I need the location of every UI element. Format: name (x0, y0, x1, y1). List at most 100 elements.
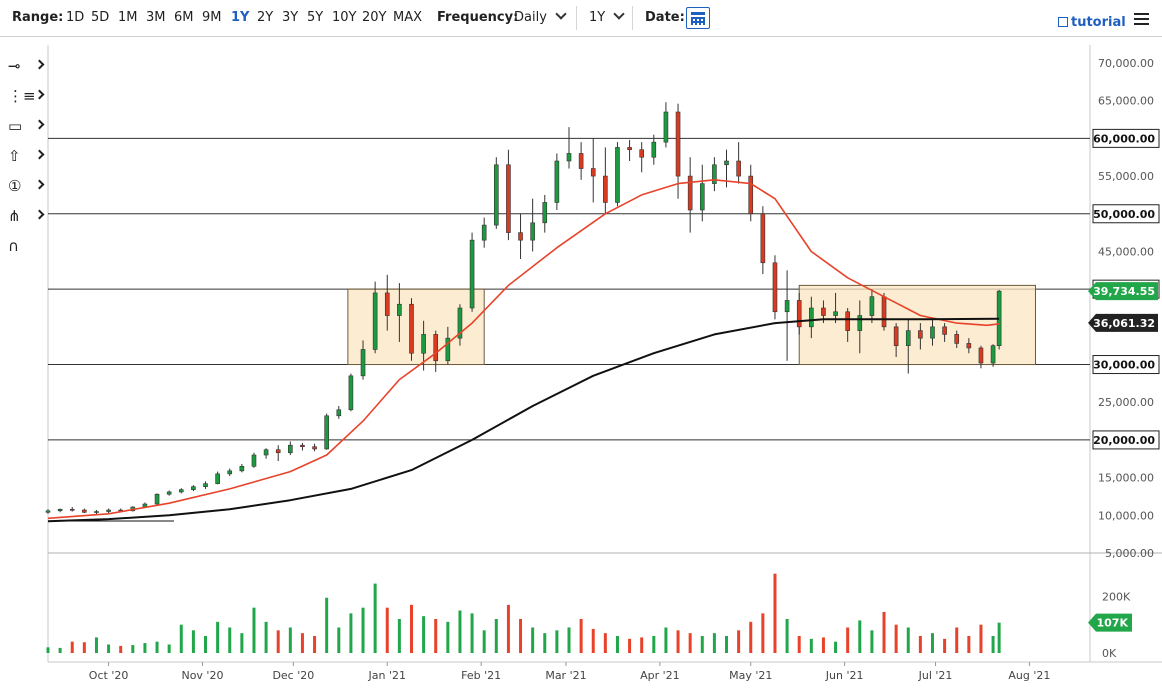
period-value: 1Y (589, 10, 606, 25)
range-button-6m[interactable]: 6M (174, 10, 194, 25)
level-price-label-box (1092, 355, 1160, 375)
candle-body (615, 147, 620, 203)
range-button-1m[interactable]: 1M (118, 10, 138, 25)
volume-bar (482, 630, 486, 653)
chevron-down-icon (555, 8, 567, 20)
rectangle-tool-button[interactable]: ▭ (6, 115, 46, 139)
range-button-3m[interactable]: 3M (146, 10, 166, 25)
volume-bar (506, 604, 510, 653)
volume-bar (640, 637, 644, 653)
candle-body (578, 153, 584, 169)
period-select[interactable]: 1Y (589, 8, 625, 25)
range-label: Range: (12, 10, 64, 25)
candle-body (918, 330, 923, 339)
candle-body (421, 334, 426, 354)
range-button-5d[interactable]: 5D (91, 10, 110, 25)
candle-body (312, 446, 317, 450)
magnet-tool-icon: ∩ (8, 237, 19, 255)
lines-tool-icon: ⋮≡ (8, 87, 36, 105)
volume-bar (579, 619, 583, 653)
range-button-10y[interactable]: 10Y (332, 10, 357, 25)
candle-body (796, 300, 802, 328)
chevron-down-icon (613, 8, 625, 20)
tutorial-link[interactable]: tutorial (1058, 15, 1126, 30)
frequency-value: Daily (514, 10, 547, 25)
candle-body (845, 311, 850, 331)
candle-body (57, 508, 63, 512)
volume-bar (422, 616, 426, 653)
volume-bar (494, 619, 498, 653)
candle-body (869, 296, 875, 316)
level-price-label: 60,000.00 (1093, 132, 1155, 145)
hamburger-menu-icon[interactable] (1134, 13, 1149, 25)
candle-body (324, 415, 329, 450)
candle-body (215, 473, 220, 484)
volume-bar (300, 633, 304, 653)
candle-body (494, 164, 499, 226)
candle-body (821, 307, 826, 316)
candle-body (178, 489, 184, 493)
range-button-2y[interactable]: 2Y (257, 10, 274, 25)
y-axis-tick-label: 15,000.00 (1098, 472, 1154, 485)
range-button-1y[interactable]: 1Y (231, 10, 250, 25)
calendar-icon[interactable] (686, 7, 710, 29)
candle-body (699, 183, 705, 211)
volume-bar (797, 636, 801, 653)
crosshair-tool-button[interactable]: ⊸ (6, 55, 46, 79)
frequency-select[interactable]: Daily (514, 8, 567, 25)
counter-tool-button[interactable]: ① (6, 175, 46, 199)
volume-bar (167, 644, 171, 653)
range-button-5y[interactable]: 5Y (307, 10, 324, 25)
volume-bar (82, 642, 86, 653)
candle-body (288, 444, 293, 454)
candle-body (239, 466, 245, 472)
price-chart[interactable]: 70,000.0065,000.0055,000.0045,000.0035,0… (0, 36, 1162, 696)
consolidation-box (347, 288, 485, 366)
y-axis-tick-label: 65,000.00 (1098, 95, 1154, 108)
volume-bar (240, 633, 244, 653)
volume-bar (288, 627, 292, 653)
volume-bar (446, 621, 450, 653)
volume-bar (591, 628, 595, 653)
frequency-label: Frequency: (437, 10, 519, 25)
lines-tool-button[interactable]: ⋮≡ (6, 85, 46, 109)
x-axis-tick-label: Oct '20 (89, 669, 129, 682)
price-tag: 36,061.32 (1093, 317, 1155, 330)
candle-body (930, 326, 935, 339)
range-button-1d[interactable]: 1D (66, 10, 85, 25)
range-button-max[interactable]: MAX (393, 10, 423, 25)
volume-bar (997, 622, 1001, 653)
arrow-up-tool-button[interactable]: ⇧ (6, 145, 46, 169)
level-price-label: 30,000.00 (1093, 359, 1155, 372)
range-button-9m[interactable]: 9M (202, 10, 222, 25)
candle-body (372, 292, 378, 350)
fibonacci-tool-button[interactable]: ⋔ (6, 205, 46, 229)
volume-bar (155, 641, 159, 653)
candle-body (348, 375, 354, 411)
level-price-label: 50,000.00 (1093, 208, 1155, 221)
candle-body (397, 303, 402, 316)
volume-bar (894, 624, 898, 653)
volume-bar (846, 627, 850, 653)
volume-bar (349, 613, 353, 653)
volume-bar (252, 607, 256, 653)
volume-bar (773, 573, 777, 653)
volume-bar (955, 627, 959, 653)
x-axis-tick-label: Dec '20 (272, 669, 314, 682)
volume-bar (918, 636, 922, 653)
volume-bar (688, 633, 692, 653)
range-button-3y[interactable]: 3Y (282, 10, 299, 25)
candle-body (445, 337, 451, 362)
candle-body (663, 111, 669, 143)
volume-bar (979, 624, 983, 653)
volume-bar (373, 583, 377, 653)
volume-bar (882, 611, 886, 653)
volume-bar (264, 621, 268, 653)
y-axis-tick-label: 25,000.00 (1098, 396, 1154, 409)
candle-body (457, 307, 463, 339)
candle-body (45, 510, 51, 513)
range-button-20y[interactable]: 20Y (362, 10, 387, 25)
magnet-tool-button[interactable]: ∩ (6, 235, 46, 259)
candle-body (481, 224, 487, 241)
candle-body (651, 141, 657, 158)
